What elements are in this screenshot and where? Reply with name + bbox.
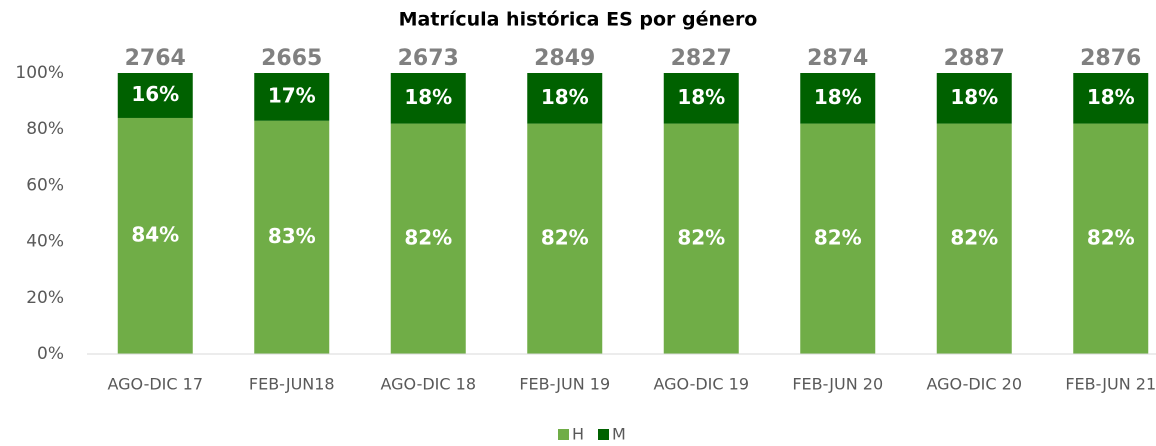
- total-label: 2849: [534, 46, 595, 71]
- data-label: 82%: [950, 225, 998, 249]
- data-label: 18%: [677, 85, 725, 109]
- data-label: 18%: [404, 85, 452, 109]
- y-tick-label: 20%: [26, 288, 64, 308]
- legend-swatch: [598, 429, 609, 440]
- x-tick-label: FEB-JUN 20: [792, 375, 883, 394]
- legend-label: M: [612, 425, 626, 444]
- data-label: 16%: [131, 82, 179, 106]
- x-tick-label: AGO-DIC 17: [107, 375, 203, 394]
- bar-segment: [527, 73, 603, 124]
- chart-title: Matrícula histórica ES por género: [399, 9, 758, 31]
- bar-segment: [117, 117, 193, 355]
- data-label: 82%: [1087, 225, 1135, 249]
- total-label: 2673: [398, 46, 459, 71]
- y-tick-label: 100%: [15, 63, 64, 83]
- data-label: 17%: [268, 83, 316, 107]
- bar-segment: [936, 73, 1012, 124]
- y-tick-label: 80%: [26, 119, 64, 139]
- x-tick-label: AGO-DIC 20: [926, 375, 1022, 394]
- x-tick-label: FEB-JUN 19: [519, 375, 610, 394]
- bar-segment: [390, 73, 466, 124]
- bar-segment: [936, 123, 1012, 354]
- data-label: 18%: [541, 85, 589, 109]
- bar-segment: [800, 73, 876, 124]
- data-label: 82%: [404, 225, 452, 249]
- legend-label: H: [572, 425, 584, 444]
- bar-segment: [1073, 123, 1149, 354]
- x-tick-label: FEB-JUN 21: [1065, 375, 1156, 394]
- x-tick-label: FEB-JUN18: [249, 375, 335, 394]
- bar-segment: [800, 123, 876, 354]
- bar-segment: [390, 123, 466, 354]
- y-tick-label: 0%: [37, 344, 64, 364]
- x-tick-label: AGO-DIC 19: [653, 375, 749, 394]
- bar-segment: [117, 73, 193, 118]
- total-label: 2887: [944, 46, 1005, 71]
- bar-segment: [663, 123, 739, 354]
- data-label: 18%: [950, 85, 998, 109]
- data-label: 18%: [1087, 85, 1135, 109]
- total-label: 2876: [1080, 46, 1141, 71]
- total-label: 2827: [671, 46, 732, 71]
- bar-segment: [527, 123, 603, 354]
- data-label: 82%: [814, 225, 862, 249]
- y-tick-label: 60%: [26, 175, 64, 195]
- bar-segment: [254, 120, 330, 355]
- x-tick-label: AGO-DIC 18: [380, 375, 476, 394]
- total-label: 2874: [807, 46, 868, 71]
- legend-swatch: [558, 429, 569, 440]
- data-label: 82%: [677, 225, 725, 249]
- bar-segment: [663, 73, 739, 124]
- total-label: 2764: [125, 46, 186, 71]
- data-label: 18%: [814, 85, 862, 109]
- y-tick-label: 40%: [26, 232, 64, 252]
- bar-segment: [254, 73, 330, 121]
- total-label: 2665: [261, 46, 322, 71]
- bar-segment: [1073, 73, 1149, 124]
- data-label: 83%: [268, 224, 316, 248]
- data-label: 82%: [541, 225, 589, 249]
- data-label: 84%: [131, 222, 179, 246]
